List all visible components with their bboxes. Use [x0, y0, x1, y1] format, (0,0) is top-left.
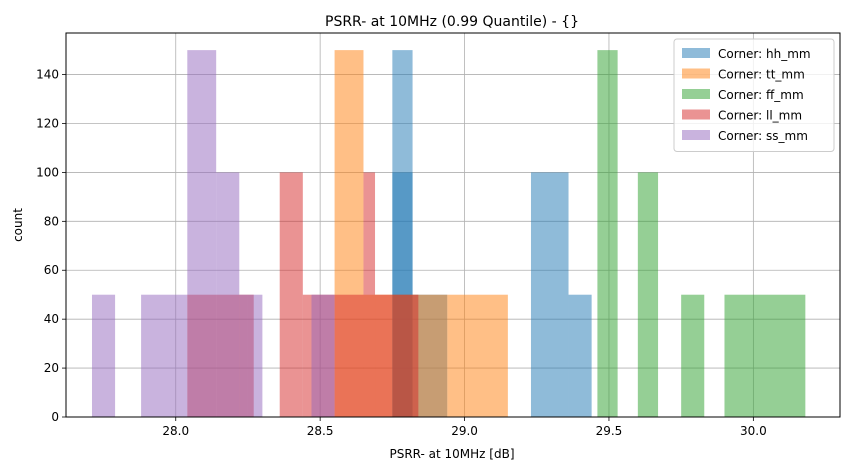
- histogram-bar: [311, 294, 335, 417]
- x-axis-ticks: 28.0 28.5 29.0 29.5 30.0: [162, 417, 767, 438]
- x-tick-label: 28.0: [162, 424, 189, 438]
- plot-frame: [65, 32, 841, 418]
- legend-swatch: [682, 89, 710, 99]
- y-tick-label: 120: [36, 116, 59, 130]
- histogram-bar: [363, 172, 376, 417]
- legend-swatch: [682, 130, 710, 140]
- y-tick-label: 40: [44, 312, 59, 326]
- legend-label: Corner: ss_mm: [718, 129, 808, 143]
- y-tick-label: 100: [36, 165, 59, 179]
- legend-label: Corner: hh_mm: [718, 47, 811, 61]
- histogram-bar: [239, 294, 263, 417]
- legend-swatch: [682, 48, 710, 58]
- histogram-bar: [530, 172, 569, 417]
- legend-box: [673, 38, 835, 152]
- y-tick-label: 60: [44, 263, 59, 277]
- legend-swatch: [682, 109, 710, 120]
- histogram-bar: [637, 172, 659, 417]
- histogram-bar: [568, 294, 592, 417]
- x-tick-label: 29.0: [451, 424, 478, 438]
- x-tick-label: 29.5: [596, 424, 623, 438]
- legend-swatch: [682, 68, 710, 79]
- legend: Corner: hh_mm Corner: tt_mm Corner: ff_mm C…: [673, 38, 835, 152]
- histogram-bar: [724, 294, 806, 417]
- histogram-bar: [187, 50, 217, 417]
- x-tick-label: 30.0: [740, 424, 767, 438]
- histogram-bar: [392, 294, 419, 417]
- legend-label: Corner: ll_mm: [718, 109, 802, 123]
- histogram-bar: [216, 172, 240, 417]
- legend-label: Corner: tt_mm: [718, 68, 805, 82]
- x-tick-label: 28.5: [307, 424, 334, 438]
- x-axis-label: PSRR- at 10MHz [dB]: [389, 447, 514, 461]
- histogram-bar: [141, 294, 188, 417]
- histogram-bars: [91, 50, 806, 417]
- histogram-bar: [447, 294, 508, 417]
- histogram-bar: [334, 294, 364, 417]
- chart-title: PSRR- at 10MHz (0.99 Quantile) - {}: [325, 14, 579, 30]
- histogram-bar: [375, 294, 393, 417]
- histogram-bar: [279, 172, 303, 417]
- y-tick-label: 20: [44, 361, 59, 375]
- legend-label: Corner: ff_mm: [718, 88, 804, 102]
- histogram-bar: [91, 294, 116, 417]
- y-tick-label: 140: [36, 68, 59, 82]
- y-axis-ticks: 0 20 40 60 80 100 120 140: [36, 68, 66, 424]
- y-tick-label: 80: [44, 214, 59, 228]
- y-tick-label: 0: [51, 410, 59, 424]
- histogram-bar: [597, 50, 618, 417]
- histogram-bar: [681, 294, 705, 417]
- y-axis-label: count: [11, 208, 25, 242]
